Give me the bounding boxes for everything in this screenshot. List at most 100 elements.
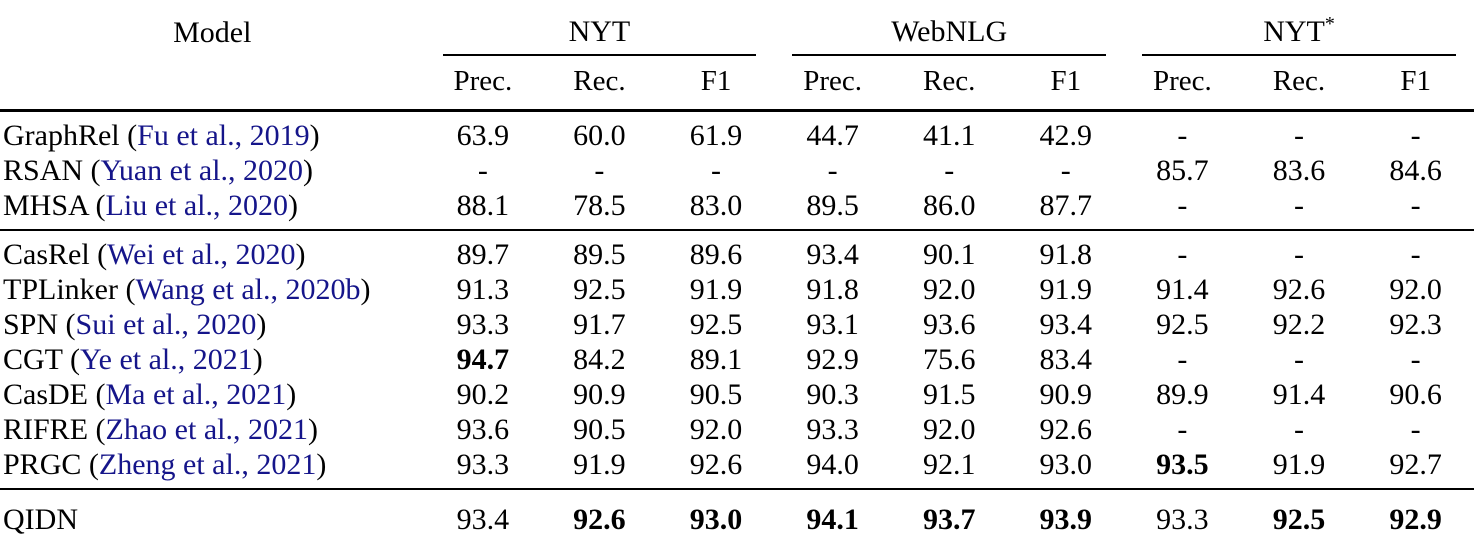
metric-cell: 75.6	[922, 343, 976, 376]
group-label-nyt: NYT	[568, 15, 631, 48]
metric-cell: 86.0	[890, 188, 1008, 231]
metric-cell: 93.6	[456, 413, 510, 446]
citation-link[interactable]: Fu et al., 2019	[137, 119, 310, 152]
citation-link[interactable]: Wang et al., 2020b	[135, 273, 361, 306]
metric-cell: 92.6	[657, 447, 775, 490]
metric-cell: 92.9	[1357, 489, 1474, 546]
citation-link[interactable]: Zheng et al., 2021	[98, 448, 317, 481]
table-section-1: GraphRel (Fu et al., 2019) 63.9 60.0 61.9 44…	[0, 111, 1474, 231]
metric-cell: 89.5	[774, 188, 891, 231]
cmidrule-webnlg	[792, 54, 1107, 56]
metric-cell: -	[1177, 413, 1188, 446]
subheader-row: Prec. Rec. F1 Prec. Rec. F1 Prec. Rec. F…	[0, 56, 1474, 112]
metric-cell: 91.9	[689, 273, 743, 306]
metric-cell: -	[1177, 238, 1188, 271]
metric-cell: 93.1	[806, 308, 859, 341]
metric-cell: 78.5	[541, 188, 658, 231]
metric-cell: 60.0	[573, 119, 626, 152]
column-header-nyt-prec: Prec.	[424, 56, 542, 112]
metric-cell: 92.7	[1357, 447, 1474, 490]
citation-link[interactable]: Wei et al., 2020	[107, 238, 296, 271]
metric-cell: 93.4	[424, 489, 542, 546]
metric-cell: 93.5	[1124, 447, 1241, 490]
metric-cell: 91.4	[1156, 273, 1209, 306]
metric-cell: 63.9	[456, 119, 510, 152]
model-cell: QIDN	[0, 489, 425, 546]
column-header-nyt-star-rec: Rec.	[1240, 56, 1358, 112]
metric-cell: 93.3	[806, 413, 859, 446]
metric-cell: -	[1410, 413, 1421, 446]
metric-cell: 92.6	[541, 489, 658, 546]
model-cell: GraphRel (Fu et al., 2019)	[3, 119, 320, 152]
column-header-webnlg-f1: F1	[1007, 56, 1125, 112]
metric-cell: 83.6	[1272, 154, 1326, 187]
citation-link[interactable]: Yuan et al., 2020	[100, 154, 303, 187]
model-cell: SPN (Sui et al., 2020)	[3, 308, 267, 341]
model-cell: CasRel (Wei et al., 2020)	[3, 238, 306, 271]
citation-link[interactable]: Liu et al., 2020	[105, 189, 289, 222]
metric-cell: 93.0	[1007, 447, 1125, 490]
metric-cell: 85.7	[1156, 154, 1209, 187]
metric-cell: 92.5	[1156, 308, 1209, 341]
model-name: CGT	[3, 343, 63, 376]
metric-cell: 83.4	[1039, 343, 1093, 376]
metric-cell: 90.1	[922, 238, 976, 271]
metric-cell: 89.1	[689, 343, 743, 376]
table-row-cgt: CGT (Ye et al., 2021) 94.7 84.2 89.1 92.9 75.…	[0, 342, 1474, 377]
model-name: GraphRel	[3, 119, 120, 152]
citation-link[interactable]: Zhao et al., 2021	[105, 413, 308, 446]
table-row-spn: SPN (Sui et al., 2020) 93.3 91.7 92.5 93.1 93…	[0, 307, 1474, 342]
citation-link[interactable]: Sui et al., 2020	[75, 308, 257, 341]
metric-cell: 91.5	[922, 378, 976, 411]
metric-cell: 92.0	[922, 413, 976, 446]
metric-cell: -	[1293, 119, 1304, 152]
metric-cell: -	[1177, 343, 1188, 376]
metric-cell: 93.7	[890, 489, 1008, 546]
citation-link[interactable]: Ye et al., 2021	[79, 343, 253, 376]
metric-cell: -	[1410, 343, 1421, 376]
metric-cell: 41.1	[922, 119, 976, 152]
metric-cell: -	[1293, 343, 1304, 376]
column-header-model: Model	[0, 0, 425, 112]
metric-cell: 90.5	[573, 413, 626, 446]
table-row-rifre: RIFRE (Zhao et al., 2021) 93.6 90.5 92.0 93.…	[0, 412, 1474, 447]
model-cell: CasDE (Ma et al., 2021)	[3, 378, 297, 411]
metric-cell: 88.1	[424, 188, 542, 231]
model-name: CasRel	[3, 238, 90, 271]
column-header-webnlg-rec: Rec.	[890, 56, 1008, 112]
metric-cell: 91.4	[1272, 378, 1326, 411]
column-header-webnlg-prec: Prec.	[774, 56, 891, 112]
group-header-row: Model NYT WebNLG NYT*	[0, 0, 1474, 112]
table-row-rsan: RSAN (Yuan et al., 2020) - - - - - - 85.7 83.6 84…	[0, 153, 1474, 188]
metric-cell: 93.6	[922, 308, 976, 341]
column-header-nyt-star-prec: Prec.	[1124, 56, 1241, 112]
metric-cell: 91.9	[541, 447, 658, 490]
model-cell: PRGC (Zheng et al., 2021)	[0, 447, 425, 490]
metric-cell: 94.7	[456, 343, 510, 376]
metric-cell: 61.9	[689, 119, 743, 152]
model-name: CasDE	[3, 378, 88, 411]
table-row-casde: CasDE (Ma et al., 2021) 90.2 90.9 90.5 90.3 9…	[0, 377, 1474, 412]
metric-cell: -	[1293, 413, 1304, 446]
table-row-casrel: CasRel (Wei et al., 2020) 89.7 89.5 89.6 93.…	[0, 230, 1474, 272]
table-row-graphrel: GraphRel (Fu et al., 2019) 63.9 60.0 61.9 44…	[0, 111, 1474, 154]
metric-cell: 90.2	[456, 378, 510, 411]
model-name: TPLinker	[3, 273, 118, 306]
metric-cell: 89.9	[1156, 378, 1209, 411]
metric-cell: 89.6	[689, 238, 743, 271]
metric-cell: -	[1240, 188, 1358, 231]
metric-cell: 90.6	[1389, 378, 1442, 411]
metric-cell: 93.3	[424, 447, 542, 490]
metric-cell: 91.9	[1039, 273, 1093, 306]
citation-link[interactable]: Ma et al., 2021	[105, 378, 287, 411]
model-cell: RSAN (Yuan et al., 2020)	[3, 154, 313, 187]
metric-cell: 94.1	[774, 489, 891, 546]
group-label-nyt-star: NYT*	[1263, 13, 1335, 48]
column-header-nyt-star-f1: F1	[1357, 56, 1474, 112]
metric-cell: 91.3	[456, 273, 510, 306]
metric-cell: -	[1060, 154, 1071, 187]
metric-cell: 91.8	[806, 273, 859, 306]
metric-cell: -	[594, 154, 605, 187]
